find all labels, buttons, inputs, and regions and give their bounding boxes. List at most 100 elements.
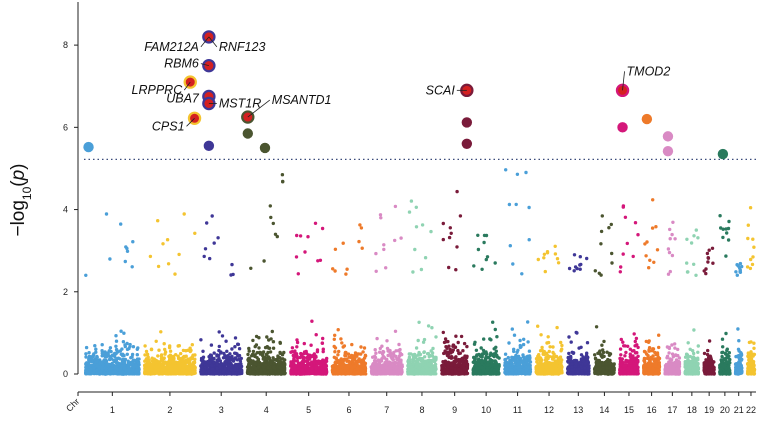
data-point — [296, 361, 301, 366]
data-point — [343, 353, 347, 358]
data-point — [420, 368, 425, 372]
data-point — [100, 361, 104, 365]
data-point — [206, 364, 210, 368]
data-point — [127, 346, 131, 351]
data-point — [409, 352, 413, 356]
data-point — [444, 345, 448, 349]
data-point — [282, 363, 287, 367]
data-point — [354, 370, 358, 374]
data-point — [225, 349, 229, 353]
data-point — [118, 349, 123, 353]
data-point — [114, 334, 118, 338]
data-point — [257, 346, 261, 350]
data-point — [313, 358, 317, 362]
data-point — [458, 361, 462, 366]
data-point — [459, 334, 464, 339]
data-point — [461, 349, 465, 353]
data-point — [355, 366, 360, 371]
data-point — [451, 348, 455, 352]
data-point — [100, 351, 105, 355]
data-point — [407, 368, 412, 372]
data-point — [143, 371, 147, 375]
data-point — [277, 362, 281, 367]
data-point — [426, 324, 431, 328]
data-point — [397, 342, 401, 347]
data-point — [106, 352, 110, 356]
data-point — [233, 336, 238, 340]
data-point — [159, 354, 164, 358]
data-point — [384, 266, 388, 270]
data-point — [264, 363, 268, 367]
data-point — [255, 351, 259, 355]
data-point — [149, 347, 154, 351]
data-point — [97, 370, 102, 374]
data-point — [323, 371, 327, 375]
data-point — [212, 241, 216, 245]
data-point — [299, 351, 303, 356]
data-point — [371, 362, 375, 367]
data-point — [210, 358, 214, 362]
data-point — [185, 370, 189, 375]
data-point — [144, 368, 149, 372]
data-point — [423, 256, 428, 260]
data-point — [210, 364, 214, 368]
data-point — [398, 364, 402, 368]
data-point — [261, 357, 265, 361]
data-point — [103, 353, 107, 357]
data-point — [207, 369, 211, 374]
data-point — [180, 371, 185, 375]
data-point — [265, 370, 270, 374]
data-point — [100, 343, 104, 347]
data-point — [317, 360, 322, 364]
data-point — [237, 347, 242, 351]
data-point — [220, 334, 225, 338]
data-point — [162, 356, 166, 361]
data-point — [393, 329, 398, 333]
data-point — [84, 273, 88, 277]
data-point — [127, 368, 131, 372]
data-point — [358, 223, 362, 227]
data-point — [388, 360, 392, 365]
data-point — [453, 345, 457, 349]
data-point — [310, 370, 314, 374]
background-points — [84, 168, 757, 376]
data-point — [150, 362, 154, 367]
data-point — [166, 372, 171, 376]
data-point — [156, 354, 160, 358]
data-point — [314, 333, 318, 337]
data-point — [239, 370, 243, 374]
data-point — [262, 259, 266, 263]
data-point — [393, 360, 397, 365]
data-point — [306, 235, 310, 239]
data-point — [294, 352, 299, 356]
data-point — [283, 358, 287, 362]
data-point — [135, 347, 139, 351]
data-point — [92, 366, 96, 370]
data-point — [322, 364, 327, 368]
data-point — [360, 363, 364, 368]
data-point — [344, 372, 348, 376]
data-point — [112, 358, 116, 362]
data-point — [236, 342, 240, 346]
data-point — [108, 257, 112, 261]
data-point — [456, 348, 460, 353]
data-point — [147, 361, 151, 365]
data-point — [134, 363, 138, 368]
data-point — [143, 344, 147, 348]
data-point — [388, 350, 392, 355]
data-point — [131, 358, 136, 362]
data-point — [173, 272, 177, 276]
data-point — [444, 340, 448, 344]
data-point — [359, 371, 363, 376]
data-point — [209, 353, 213, 358]
data-point — [294, 255, 299, 259]
data-point — [462, 362, 466, 367]
data-point — [202, 254, 206, 259]
data-point — [414, 225, 419, 229]
data-point — [389, 355, 393, 359]
data-point — [119, 329, 123, 333]
data-point — [168, 349, 173, 353]
data-point — [215, 354, 219, 358]
data-point — [176, 354, 180, 358]
data-point — [253, 362, 257, 366]
